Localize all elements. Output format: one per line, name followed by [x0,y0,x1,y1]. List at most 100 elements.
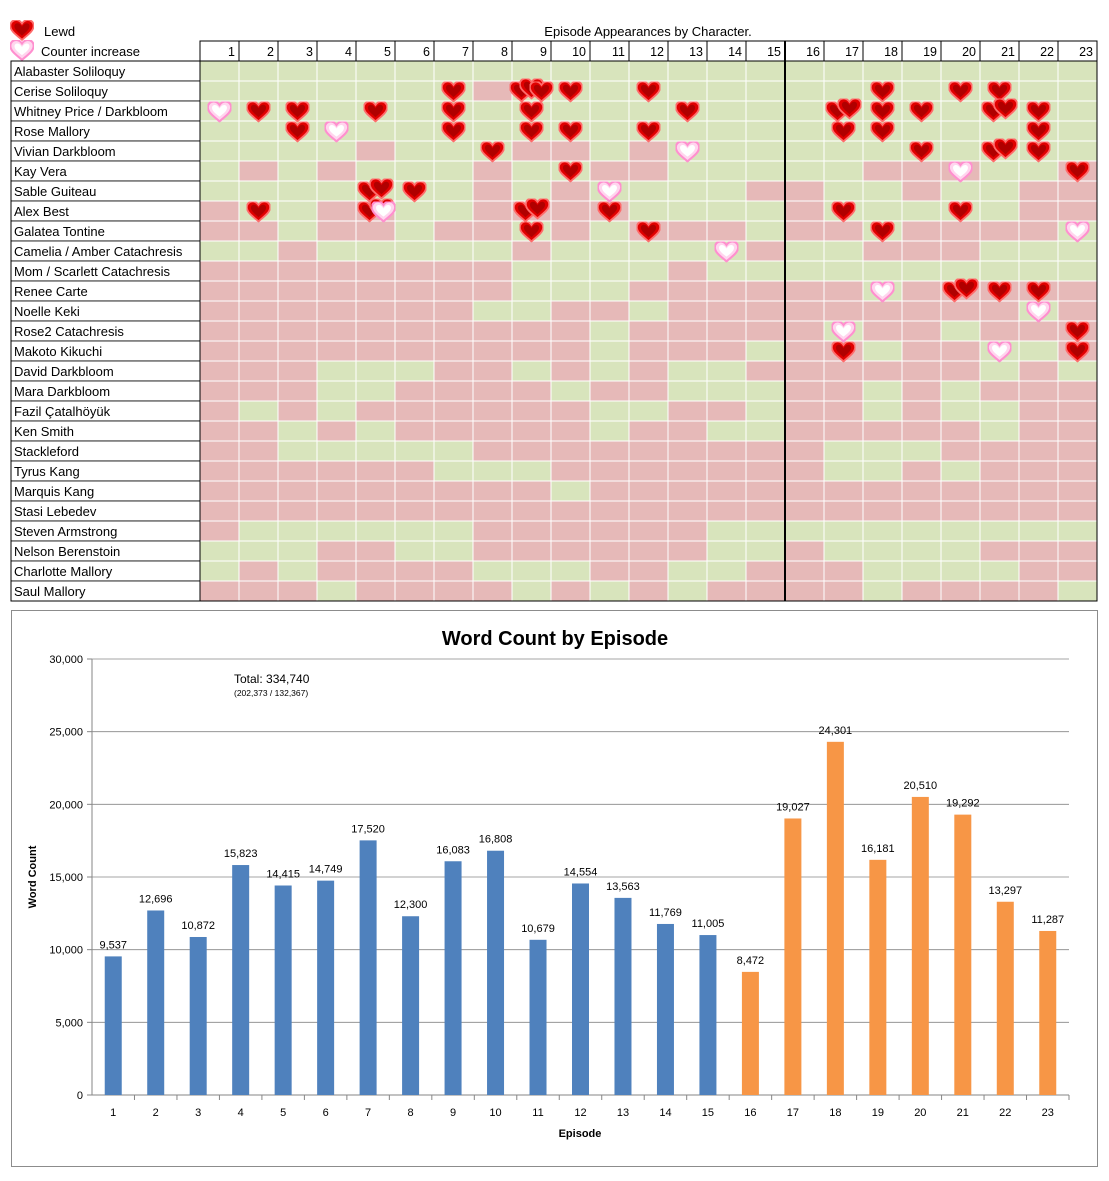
character-name: Rose Mallory [14,124,90,139]
appearance-cell [862,560,903,582]
legend-lewd-label: Lewd [44,24,75,39]
appearance-cell [862,440,903,462]
appearance-cell [472,460,513,482]
absence-cell [394,380,435,402]
appearance-table-svg: Lewd Counter increase Episode Appearance… [10,20,1098,602]
appearance-cell [706,80,747,102]
absence-cell [1018,320,1059,342]
appearance-table: Lewd Counter increase Episode Appearance… [10,20,1098,602]
absence-cell [628,340,669,362]
appearance-cell [511,280,552,302]
appearance-cell [940,140,981,162]
total-annotation: Total: 334,740 [234,672,310,686]
absence-cell [628,360,669,382]
absence-cell [784,420,825,442]
absence-cell [823,560,864,582]
appearance-cell [238,120,279,142]
bar-value-label: 20,510 [903,780,937,792]
appearance-cell [862,200,903,222]
absence-cell [940,440,981,462]
x-tick-label: 18 [829,1107,841,1119]
appearance-cell [472,560,513,582]
absence-cell [472,220,513,242]
appearance-cell [433,240,474,262]
episode-header-label: 23 [1079,45,1093,59]
absence-cell [979,480,1020,502]
absence-cell [784,200,825,222]
appearance-cell [199,240,240,262]
absence-cell [667,480,708,502]
absence-cell [589,480,630,502]
appearance-cell [745,120,786,142]
bar-value-label: 12,696 [139,893,173,905]
episode-header-label: 3 [306,45,313,59]
appearance-cell [706,420,747,442]
appearance-cell [394,220,435,242]
appearance-cell [589,60,630,82]
absence-cell [355,220,396,242]
appearance-cell [433,180,474,202]
character-name: Steven Armstrong [14,524,117,539]
absence-cell [277,240,318,262]
absence-cell [823,280,864,302]
legend-counter-label: Counter increase [41,44,140,59]
appearance-cell [940,320,981,342]
bar-episode-14 [656,923,674,1095]
absence-cell [433,580,474,602]
appearance-cell [511,360,552,382]
absence-cell [472,540,513,562]
x-tick-label: 22 [999,1107,1011,1119]
absence-cell [511,140,552,162]
absence-cell [199,280,240,302]
appearance-cell [355,440,396,462]
appearance-cell [823,140,864,162]
absence-cell [901,340,942,362]
absence-cell [979,300,1020,322]
appearance-cell [745,260,786,282]
x-tick-label: 15 [702,1107,714,1119]
absence-cell [511,320,552,342]
appearance-cell [706,200,747,222]
appearance-cell [979,400,1020,422]
absence-cell [238,580,279,602]
bar-value-label: 16,083 [436,844,470,856]
chart-plot-area: 0 5,000 10,000 15,000 20,000 25,000 30,000 9,53… [49,654,1070,1119]
appearance-cell [550,260,591,282]
appearance-cell [940,380,981,402]
absence-cell [784,440,825,462]
appearance-cell [823,240,864,262]
appearance-cell [238,180,279,202]
bar-episode-12 [572,883,589,1095]
absence-cell [1057,460,1098,482]
appearance-cell [433,440,474,462]
episode-header-label: 11 [612,45,625,59]
appearance-cell [1057,360,1098,382]
absence-cell [316,500,357,522]
absence-cell [472,340,513,362]
absence-cell [901,320,942,342]
appearance-cell [316,180,357,202]
appearance-cell [901,440,942,462]
absence-cell [1018,420,1059,442]
appearance-cell [979,180,1020,202]
total-breakdown-annotation: (202,373 / 132,367) [234,688,308,698]
absence-cell [511,420,552,442]
appearance-cell [940,60,981,82]
appearance-cell [745,140,786,162]
appearance-cell [823,540,864,562]
appearance-cell [316,580,357,602]
absence-cell [316,540,357,562]
bar-value-label: 19,292 [946,798,980,810]
absence-cell [316,460,357,482]
absence-cell [667,320,708,342]
appearance-cell [238,80,279,102]
appearance-cell [355,360,396,382]
episode-header-label: 13 [689,45,703,59]
appearance-cell [316,400,357,422]
appearance-cell [784,100,825,122]
appearance-cell [277,60,318,82]
absence-cell [550,180,591,202]
absence-cell [901,460,942,482]
appearance-cell [511,300,552,322]
absence-cell [394,580,435,602]
